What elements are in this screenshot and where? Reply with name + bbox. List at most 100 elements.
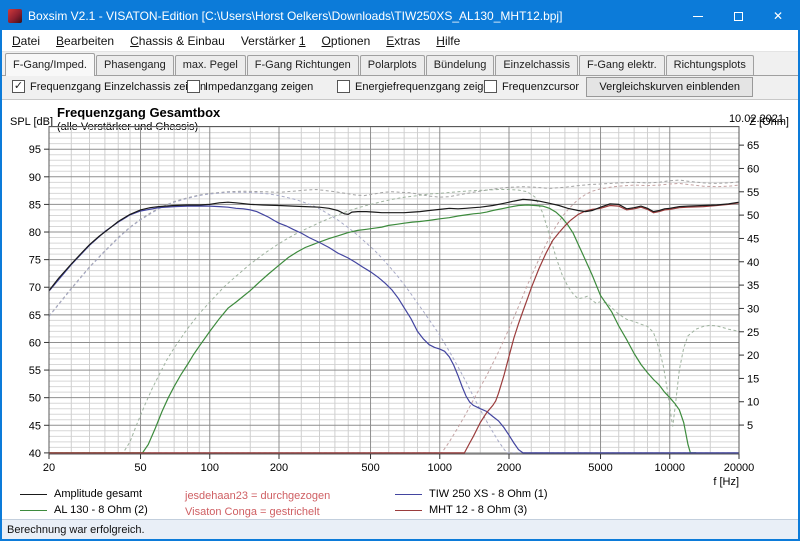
- tab-f-gang-elektr[interactable]: F-Gang elektr.: [579, 55, 665, 75]
- minimize-icon: [693, 16, 703, 17]
- curve-visaton-conga-gesamt-gestrichelt: [49, 180, 739, 316]
- checked-checkbox-icon[interactable]: ✓: [12, 80, 25, 93]
- x-axis-unit-label: f [Hz]: [713, 476, 739, 488]
- curve-visaton-conga-mht-12-gestrichelt: [49, 183, 739, 453]
- legend-entry-amplitude-gesamt: Amplitude gesamt: [20, 488, 142, 500]
- tab-b-ndelung[interactable]: Bündelung: [426, 55, 495, 75]
- title-bar[interactable]: Boxsim V2.1 - VISATON-Edition [C:\Users\…: [2, 2, 798, 30]
- legend-note-1: Visaton Conga = gestrichelt: [185, 506, 320, 518]
- freq-tick-label: 20000: [724, 462, 755, 474]
- checkbox-label: Frequenzcursor: [502, 81, 579, 93]
- z-tick-label: 35: [747, 280, 759, 292]
- curve-mht-12-8-ohm-3: [49, 203, 739, 453]
- tab-richtungsplots[interactable]: Richtungsplots: [666, 55, 754, 75]
- legend-line-swatch: [395, 510, 422, 511]
- frequency-response-chart: 95 90 85 80 75 70 65 60 55 50 45 40 65 60 55 50 45 40 35 30…: [2, 126, 798, 490]
- status-text: Berechnung war erfolgreich.: [7, 524, 145, 536]
- menu-item-optionen[interactable]: Optionen: [314, 32, 379, 50]
- spl-tick-label: 50: [29, 393, 41, 405]
- menu-item-datei[interactable]: Datei: [4, 32, 48, 50]
- z-tick-label: 15: [747, 373, 759, 385]
- compare-curves-button[interactable]: Vergleichskurven einblenden: [586, 77, 753, 97]
- z-tick-label: 50: [747, 210, 759, 222]
- legend-entry-mht-12-8-ohm-3: MHT 12 - 8 Ohm (3): [395, 504, 527, 516]
- spl-tick-label: 85: [29, 199, 41, 211]
- unchecked-checkbox-icon[interactable]: [484, 80, 497, 93]
- curve-visaton-conga-al-130-gestrichelt: [49, 190, 739, 453]
- freq-tick-label: 20: [43, 462, 55, 474]
- spl-tick-label: 60: [29, 337, 41, 349]
- curve-al-130-8-ohm-2: [49, 205, 696, 453]
- maximize-icon: [734, 12, 743, 21]
- close-icon: ✕: [773, 10, 783, 22]
- spl-tick-label: 65: [29, 310, 41, 322]
- checkbox-frequenzcursor[interactable]: Frequenzcursor: [484, 80, 579, 93]
- spl-tick-label: 40: [29, 448, 41, 460]
- legend-line-swatch: [20, 510, 47, 511]
- z-tick-label: 65: [747, 140, 759, 152]
- legend-line-swatch: [20, 494, 47, 495]
- menu-item-chassis-einbau[interactable]: Chassis & Einbau: [122, 32, 233, 50]
- freq-tick-label: 1000: [428, 462, 452, 474]
- checkbox-frequenzgang-einzelchassis-zeigen[interactable]: ✓ Frequenzgang Einzelchassis zeigen: [12, 80, 206, 93]
- spl-tick-label: 70: [29, 282, 41, 294]
- freq-tick-label: 10000: [654, 462, 685, 474]
- close-button[interactable]: ✕: [758, 2, 798, 30]
- legend-label: Amplitude gesamt: [54, 488, 142, 500]
- chart-title: Frequenzgang Gesamtbox: [57, 105, 220, 120]
- unchecked-checkbox-icon[interactable]: [337, 80, 350, 93]
- spl-tick-label: 55: [29, 365, 41, 377]
- option-row: Vergleichskurven einblenden ✓ Frequenzgan…: [2, 76, 798, 99]
- maximize-button[interactable]: [718, 2, 758, 30]
- window-title: Boxsim V2.1 - VISATON-Edition [C:\Users\…: [28, 9, 678, 23]
- menu-item-hilfe[interactable]: Hilfe: [428, 32, 468, 50]
- menu-item-bearbeiten[interactable]: Bearbeiten: [48, 32, 122, 50]
- z-tick-label: 45: [747, 233, 759, 245]
- status-bar: Berechnung war erfolgreich.: [2, 519, 798, 539]
- spl-tick-label: 90: [29, 172, 41, 184]
- spl-tick-label: 45: [29, 420, 41, 432]
- z-tick-label: 5: [747, 420, 753, 432]
- unchecked-checkbox-icon[interactable]: [187, 80, 200, 93]
- chart-panel: Frequenzgang Gesamtbox (alle Verstärker …: [2, 99, 798, 519]
- boxsim-app-icon: [8, 9, 22, 23]
- minimize-button[interactable]: [678, 2, 718, 30]
- tab-bar: F-Gang/Imped.Phasengangmax. PegelF-Gang …: [2, 52, 798, 76]
- legend-entry-al-130-8-ohm-2: AL 130 - 8 Ohm (2): [20, 504, 148, 516]
- z-tick-label: 10: [747, 397, 759, 409]
- tab-phasengang[interactable]: Phasengang: [96, 55, 174, 75]
- tab-f-gang-imped[interactable]: F-Gang/Imped.: [5, 53, 95, 76]
- z-tick-label: 25: [747, 327, 759, 339]
- checkbox-label: Frequenzgang Einzelchassis zeigen: [30, 81, 206, 93]
- freq-tick-label: 2000: [497, 462, 521, 474]
- checkbox-impedanzgang-zeigen[interactable]: Impedanzgang zeigen: [187, 80, 313, 93]
- freq-tick-label: 5000: [588, 462, 612, 474]
- legend-line-swatch: [395, 494, 422, 495]
- legend-label: TIW 250 XS - 8 Ohm (1): [429, 488, 548, 500]
- window-controls: ✕: [678, 2, 798, 30]
- curve-amplitude-gesamt: [49, 199, 739, 290]
- checkbox-label: Impedanzgang zeigen: [205, 81, 313, 93]
- menu-item-extras[interactable]: Extras: [378, 32, 428, 50]
- z-tick-label: 30: [747, 303, 759, 315]
- menu-item-verst-rker-1[interactable]: Verstärker 1: [233, 32, 314, 50]
- menu-bar: DateiBearbeitenChassis & EinbauVerstärke…: [2, 30, 798, 52]
- legend-label: AL 130 - 8 Ohm (2): [54, 504, 148, 516]
- checkbox-energiefrequenzgang-zeigen[interactable]: Energiefrequenzgang zeigen: [337, 80, 496, 93]
- legend-note-0: jesdehaan23 = durchgezogen: [185, 490, 330, 502]
- checkbox-label: Energiefrequenzgang zeigen: [355, 81, 496, 93]
- tab-max-pegel[interactable]: max. Pegel: [175, 55, 246, 75]
- spl-tick-label: 80: [29, 227, 41, 239]
- legend-entry-tiw-250-xs-8-ohm-1: TIW 250 XS - 8 Ohm (1): [395, 488, 548, 500]
- tab-polarplots[interactable]: Polarplots: [360, 55, 425, 75]
- spl-tick-label: 75: [29, 255, 41, 267]
- z-tick-label: 40: [747, 257, 759, 269]
- freq-tick-label: 200: [270, 462, 288, 474]
- spl-tick-label: 95: [29, 144, 41, 156]
- z-tick-label: 60: [747, 163, 759, 175]
- freq-tick-label: 50: [134, 462, 146, 474]
- tab-f-gang-richtungen[interactable]: F-Gang Richtungen: [247, 55, 359, 75]
- z-tick-label: 55: [747, 187, 759, 199]
- app-window: Boxsim V2.1 - VISATON-Edition [C:\Users\…: [0, 0, 800, 541]
- tab-einzelchassis[interactable]: Einzelchassis: [495, 55, 578, 75]
